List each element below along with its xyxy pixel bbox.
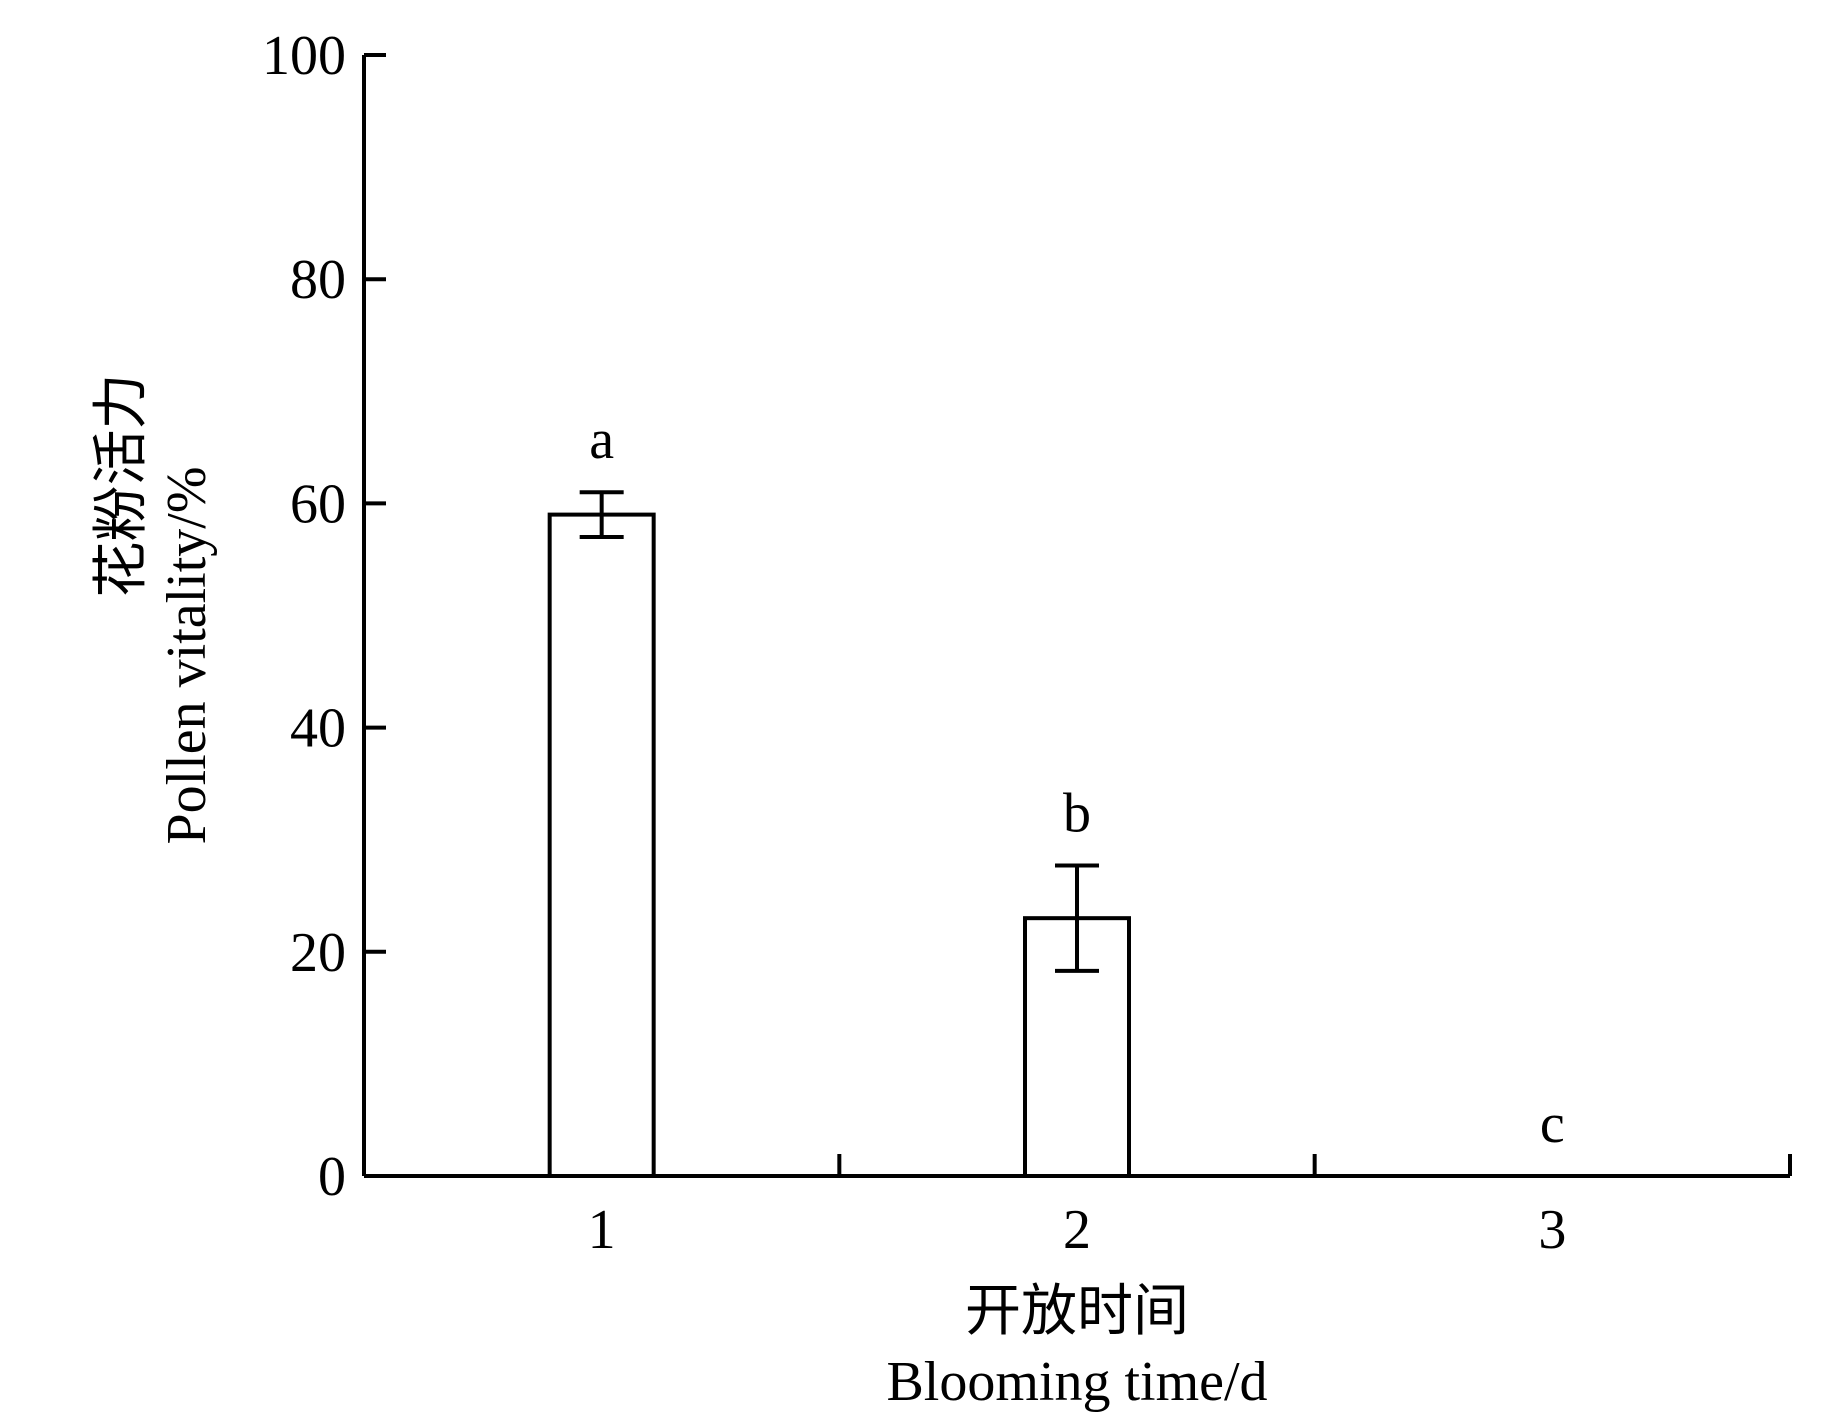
y-tick-label: 100: [262, 25, 346, 87]
bar: [547, 512, 656, 1178]
significance-letter: c: [1540, 1093, 1565, 1155]
x-tick-label: 3: [1538, 1199, 1566, 1261]
error-bar: [1055, 863, 1099, 973]
y-tick-label: 40: [290, 698, 346, 760]
x-tick-label: 2: [1063, 1199, 1091, 1261]
significance-letter: a: [589, 409, 614, 471]
significance-letter: b: [1063, 782, 1091, 844]
error-bar: [579, 490, 624, 540]
x-axis-title-english: Blooming time/d: [886, 1351, 1267, 1413]
bars: [547, 490, 1131, 1178]
x-axis-ticks: 1 2 3: [588, 1154, 1792, 1261]
x-axis-title-chinese: 开放时间: [965, 1281, 1189, 1343]
y-tick-label: 80: [290, 249, 346, 311]
y-axis-title-english: Pollen vitality/%: [156, 467, 218, 845]
y-axis-ticks: 0 20 40 60 80 100: [262, 25, 386, 1208]
y-tick-label: 0: [318, 1146, 346, 1208]
x-tick-label: 1: [588, 1199, 616, 1261]
y-tick-label: 60: [290, 473, 346, 535]
significance-labels: a b c: [589, 409, 1565, 1155]
y-axis-title-chinese: 花粉活力: [91, 374, 153, 598]
y-tick-label: 20: [290, 922, 346, 984]
